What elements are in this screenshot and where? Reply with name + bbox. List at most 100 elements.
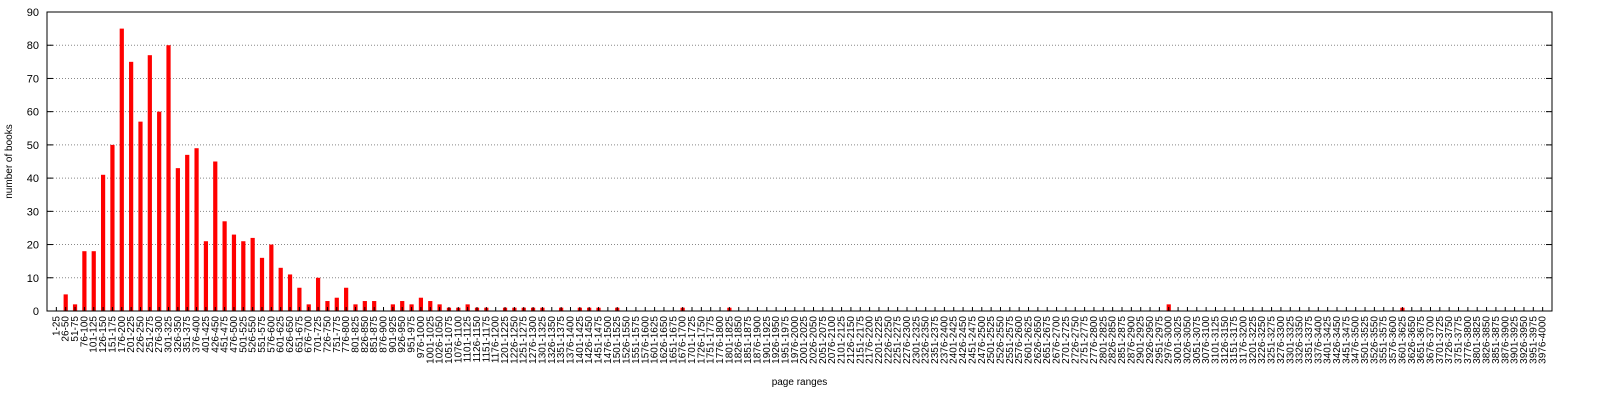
x-axis-label: page ranges: [772, 377, 828, 388]
x-tick-label: 3976-4000: [1538, 316, 1549, 364]
x-tick-label: 2476-2500: [977, 316, 988, 364]
bar: [362, 301, 367, 311]
bar: [400, 301, 405, 311]
x-tick-label: 2976-3000: [1164, 316, 1175, 364]
x-tick-label: 2901-2925: [1136, 316, 1147, 364]
x-tick-label: 526-550: [248, 316, 259, 353]
y-tick-label: 60: [27, 107, 39, 119]
plot-frame: [46, 11, 1553, 312]
y-tick-label: 0: [33, 306, 39, 318]
bar: [213, 161, 218, 311]
x-tick-label: 3051-3075: [1192, 316, 1203, 364]
x-tick-label: 1451-1475: [594, 316, 605, 364]
x-tick-label: 876-900: [379, 316, 390, 353]
x-tick-label: 2251-2275: [893, 316, 904, 364]
x-tick-label: 1476-1500: [603, 316, 614, 364]
x-tick-label: 401-425: [201, 316, 212, 353]
x-tick-label: 3726-3750: [1444, 316, 1455, 364]
x-tick-label: 1301-1325: [537, 316, 548, 364]
x-tick-label: 3126-3150: [1220, 316, 1231, 364]
bar: [185, 154, 190, 311]
x-tick-label: 1226-1250: [509, 316, 520, 364]
bar: [418, 297, 424, 311]
x-tick-label: 1326-1350: [547, 316, 558, 364]
y-tick-label: 80: [27, 40, 39, 52]
bar: [315, 277, 321, 311]
x-tick-label: 3651-3675: [1416, 316, 1427, 364]
x-tick-label: 551-575: [257, 316, 268, 353]
x-tick-label: 3601-3625: [1397, 316, 1408, 364]
x-tick-label: 1176-1200: [491, 316, 502, 364]
x-tick-label: 1751-1775: [706, 316, 717, 364]
x-tick-label: 1001-1025: [425, 316, 436, 364]
x-tick-label: 1951-1975: [780, 316, 791, 364]
x-tick-label: 2201-2225: [874, 316, 885, 364]
x-tick-label: 1251-1275: [519, 316, 530, 364]
x-tick-label: 3351-3375: [1304, 316, 1315, 364]
bar: [344, 287, 349, 311]
x-tick-label: 1201-1225: [500, 316, 511, 364]
x-tick-label: 776-800: [341, 316, 352, 353]
x-tick-label: 3576-3600: [1388, 316, 1399, 364]
x-tick-label: 3201-3225: [1248, 316, 1259, 364]
x-tick-label: 426-450: [210, 316, 221, 353]
x-tick-label: 3226-3250: [1257, 316, 1268, 364]
x-tick-label: 3526-3550: [1369, 316, 1380, 364]
x-tick-label: 2601-2625: [1024, 316, 1035, 364]
bar: [222, 221, 227, 311]
y-tick-label: 90: [27, 7, 39, 19]
x-tick-label: 976-1000: [416, 316, 427, 359]
x-tick-label: 2326-2350: [921, 316, 932, 364]
x-tick-label: 1351-1375: [556, 316, 567, 364]
x-tick-label: 3776-3800: [1463, 316, 1474, 364]
x-tick-label: 326-350: [173, 316, 184, 353]
x-tick-label: 76-100: [79, 316, 90, 348]
x-tick-label: 2826-2850: [1108, 316, 1119, 364]
x-tick-label: 276-300: [154, 316, 165, 353]
x-tick-label: 1651-1675: [668, 316, 679, 364]
bar: [297, 287, 302, 311]
x-tick-label: 1501-1525: [612, 316, 623, 364]
x-axis-ticks: 1-2526-5051-7576-100101-125126-150151-17…: [51, 307, 1549, 364]
x-tick-label: 601-625: [276, 316, 287, 353]
bar: [91, 251, 96, 311]
bar: [250, 237, 255, 311]
x-tick-label: 351-375: [182, 316, 193, 353]
bar: [259, 257, 265, 311]
x-tick-label: 1851-1875: [743, 316, 754, 364]
x-tick-label: 1426-1450: [584, 316, 595, 364]
x-tick-label: 1076-1100: [453, 316, 464, 364]
x-tick-label: 1801-1825: [724, 316, 735, 364]
bar: [194, 148, 199, 311]
x-tick-label: 626-650: [285, 316, 296, 353]
x-tick-label: 1151-1175: [481, 316, 492, 363]
y-tick-label: 20: [27, 240, 39, 252]
x-tick-label: 2726-2750: [1070, 316, 1081, 364]
x-tick-label: 1126-1150: [472, 316, 483, 363]
x-tick-label: 2101-2125: [837, 316, 848, 364]
x-tick-label: 951-975: [407, 316, 418, 353]
x-tick-label: 2001-2025: [799, 316, 810, 364]
x-tick-label: 151-175: [107, 316, 118, 353]
x-tick-label: 826-850: [360, 316, 371, 353]
grid-lines: [47, 44, 1552, 279]
x-tick-label: 3251-3275: [1267, 316, 1278, 364]
y-tick-label: 50: [27, 140, 39, 152]
x-tick-label: 3376-3400: [1313, 316, 1324, 364]
x-tick-label: 176-200: [117, 316, 128, 353]
x-tick-label: 1051-1075: [444, 316, 455, 364]
x-tick-label: 3851-3875: [1491, 316, 1502, 364]
x-tick-label: 3801-3825: [1472, 316, 1483, 364]
x-tick-label: 651-675: [294, 316, 305, 353]
x-tick-label: 2151-2175: [855, 316, 866, 364]
x-tick-label: 376-400: [192, 316, 203, 353]
bar: [157, 111, 162, 312]
x-tick-label: 126-150: [98, 316, 109, 353]
x-tick-label: 3701-3725: [1435, 316, 1446, 364]
x-tick-label: 2776-2800: [1089, 316, 1100, 364]
x-tick-label: 2426-2450: [958, 316, 969, 364]
x-tick-label: 1776-1800: [715, 316, 726, 364]
x-tick-label: 2851-2875: [1117, 316, 1128, 364]
x-tick-label: 2351-2375: [930, 316, 941, 364]
